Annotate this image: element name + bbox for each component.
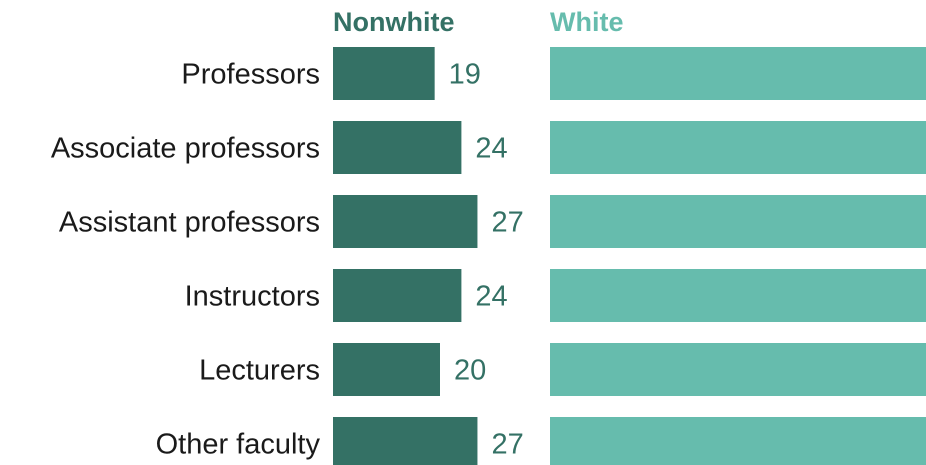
legend: Nonwhite White xyxy=(333,7,624,37)
value-label-nonwhite-associate-professors: 24 xyxy=(475,133,507,165)
value-label-nonwhite-instructors: 24 xyxy=(475,281,507,313)
bar-white-associate-professors xyxy=(550,121,926,174)
value-label-nonwhite-professors: 19 xyxy=(449,59,481,91)
legend-nonwhite: Nonwhite xyxy=(333,7,455,37)
bar-nonwhite-associate-professors xyxy=(333,121,462,174)
category-label-instructors: Instructors xyxy=(185,281,320,313)
bar-nonwhite-lecturers xyxy=(333,343,440,396)
category-label-lecturers: Lecturers xyxy=(199,355,320,387)
bar-white-lecturers xyxy=(550,343,926,396)
category-label-professors: Professors xyxy=(181,59,320,91)
value-labels: 192427242027817673768073 xyxy=(449,59,524,461)
category-label-associate-professors: Associate professors xyxy=(51,133,320,165)
bar-white-assistant-professors xyxy=(550,195,926,248)
bar-white-professors xyxy=(550,47,926,100)
value-label-nonwhite-other-faculty: 27 xyxy=(491,429,523,461)
legend-white: White xyxy=(550,7,624,37)
bar-nonwhite-professors xyxy=(333,47,435,100)
bars xyxy=(333,47,926,465)
bar-nonwhite-assistant-professors xyxy=(333,195,478,248)
bar-white-instructors xyxy=(550,269,926,322)
value-label-nonwhite-assistant-professors: 27 xyxy=(491,207,523,239)
category-label-assistant-professors: Assistant professors xyxy=(59,207,320,239)
value-label-nonwhite-lecturers: 20 xyxy=(454,355,486,387)
bar-nonwhite-other-faculty xyxy=(333,417,478,465)
category-label-other-faculty: Other faculty xyxy=(156,429,321,461)
bar-nonwhite-instructors xyxy=(333,269,462,322)
category-labels: Professors Associate professors Assistant … xyxy=(51,59,321,461)
bar-white-other-faculty xyxy=(550,417,926,465)
